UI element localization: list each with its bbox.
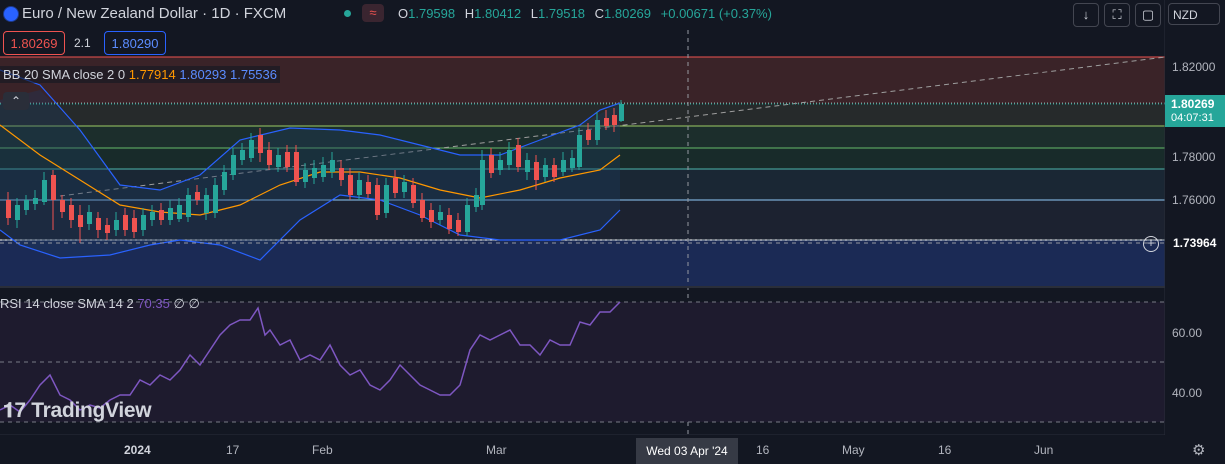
price-axis-label: 1.82000 <box>1172 60 1216 74</box>
tradingview-logo[interactable]: 𝟏7 TradingView <box>3 399 152 422</box>
crosshair-price-tag: 1.73964 <box>1165 233 1225 253</box>
sell-button[interactable]: 1.80269 <box>3 31 65 55</box>
rsi-value: 70.35 <box>137 296 170 311</box>
chevron-up-icon: ⌃ <box>10 94 22 108</box>
buy-button[interactable]: 1.80290 <box>104 31 166 55</box>
ohlc-readout: O1.79598 H1.80412 L1.79518 C1.80269 +0.0… <box>398 6 772 21</box>
ohlc-close: 1.80269 <box>604 6 652 21</box>
current-price-tag: 1.80269 04:07:31 <box>1165 95 1225 127</box>
collapse-legend-button[interactable]: ⌃ <box>3 92 29 110</box>
bb-legend-label: BB 20 SMA close 2 0 <box>3 67 126 82</box>
price-axis-label: 1.78000 <box>1172 150 1216 164</box>
time-axis-label: Mar <box>486 443 507 457</box>
time-axis-label: May <box>842 443 865 457</box>
ohlc-change: +0.00671 (+0.37%) <box>660 6 772 21</box>
chart-header: Euro / New Zealand Dollar · 1D · FXCM ≈ … <box>0 0 1225 30</box>
gear-icon[interactable]: ⚙ <box>1192 442 1206 459</box>
time-axis-label: Feb <box>312 443 333 457</box>
ohlc-open: 1.79598 <box>408 6 456 21</box>
ohlc-low: 1.79518 <box>538 6 585 21</box>
time-axis-label: Jun <box>1034 443 1054 457</box>
fullscreen-icon[interactable]: ⛶ <box>1104 3 1130 27</box>
tv-logo-icon: 𝟏7 <box>3 399 32 422</box>
rsi-axis-label: 40.00 <box>1172 386 1203 400</box>
rsi-legend[interactable]: RSI 14 close SMA 14 2 70.35 ∅ ∅ <box>0 296 200 312</box>
snapshot-icon[interactable]: ▢ <box>1135 3 1161 27</box>
add-alert-plus-icon[interactable]: + <box>1143 236 1159 252</box>
ohlc-high: 1.80412 <box>474 6 522 21</box>
rsi-na-2: ∅ <box>188 296 200 311</box>
time-axis-label: 17 <box>226 443 240 457</box>
current-price: 1.80269 <box>1171 97 1215 111</box>
time-axis-label: 2024 <box>124 443 151 457</box>
bb-lower-value: 1.75536 <box>230 67 277 82</box>
bb-upper-value: 1.80293 <box>179 67 227 82</box>
wave-indicator-icon[interactable]: ≈ <box>362 4 384 22</box>
download-icon[interactable]: ↓ <box>1073 3 1099 27</box>
crosshair-date-tag: Wed 03 Apr '24 <box>636 438 738 464</box>
candles <box>6 100 624 243</box>
bb-basis-value: 1.77914 <box>128 67 176 82</box>
rsi-na-1: ∅ <box>173 296 185 311</box>
rsi-legend-label: RSI 14 close SMA 14 2 <box>0 296 134 311</box>
market-open-dot-icon <box>344 10 351 17</box>
spread-value: 2.1 <box>74 36 91 50</box>
price-axis-label: 1.76000 <box>1172 193 1216 207</box>
rsi-axis-label: 60.00 <box>1172 326 1203 340</box>
symbol-title[interactable]: Euro / New Zealand Dollar · 1D · FXCM <box>22 5 287 22</box>
time-axis-label: 16 <box>756 443 770 457</box>
bb-legend[interactable]: BB 20 SMA close 2 0 1.77914 1.80293 1.75… <box>0 66 280 83</box>
time-axis-label: 16 <box>938 443 952 457</box>
euro-flag-icon <box>3 6 19 22</box>
main-chart[interactable] <box>0 0 1165 435</box>
bar-countdown: 04:07:31 <box>1171 112 1214 124</box>
currency-select[interactable]: NZD <box>1168 3 1220 25</box>
